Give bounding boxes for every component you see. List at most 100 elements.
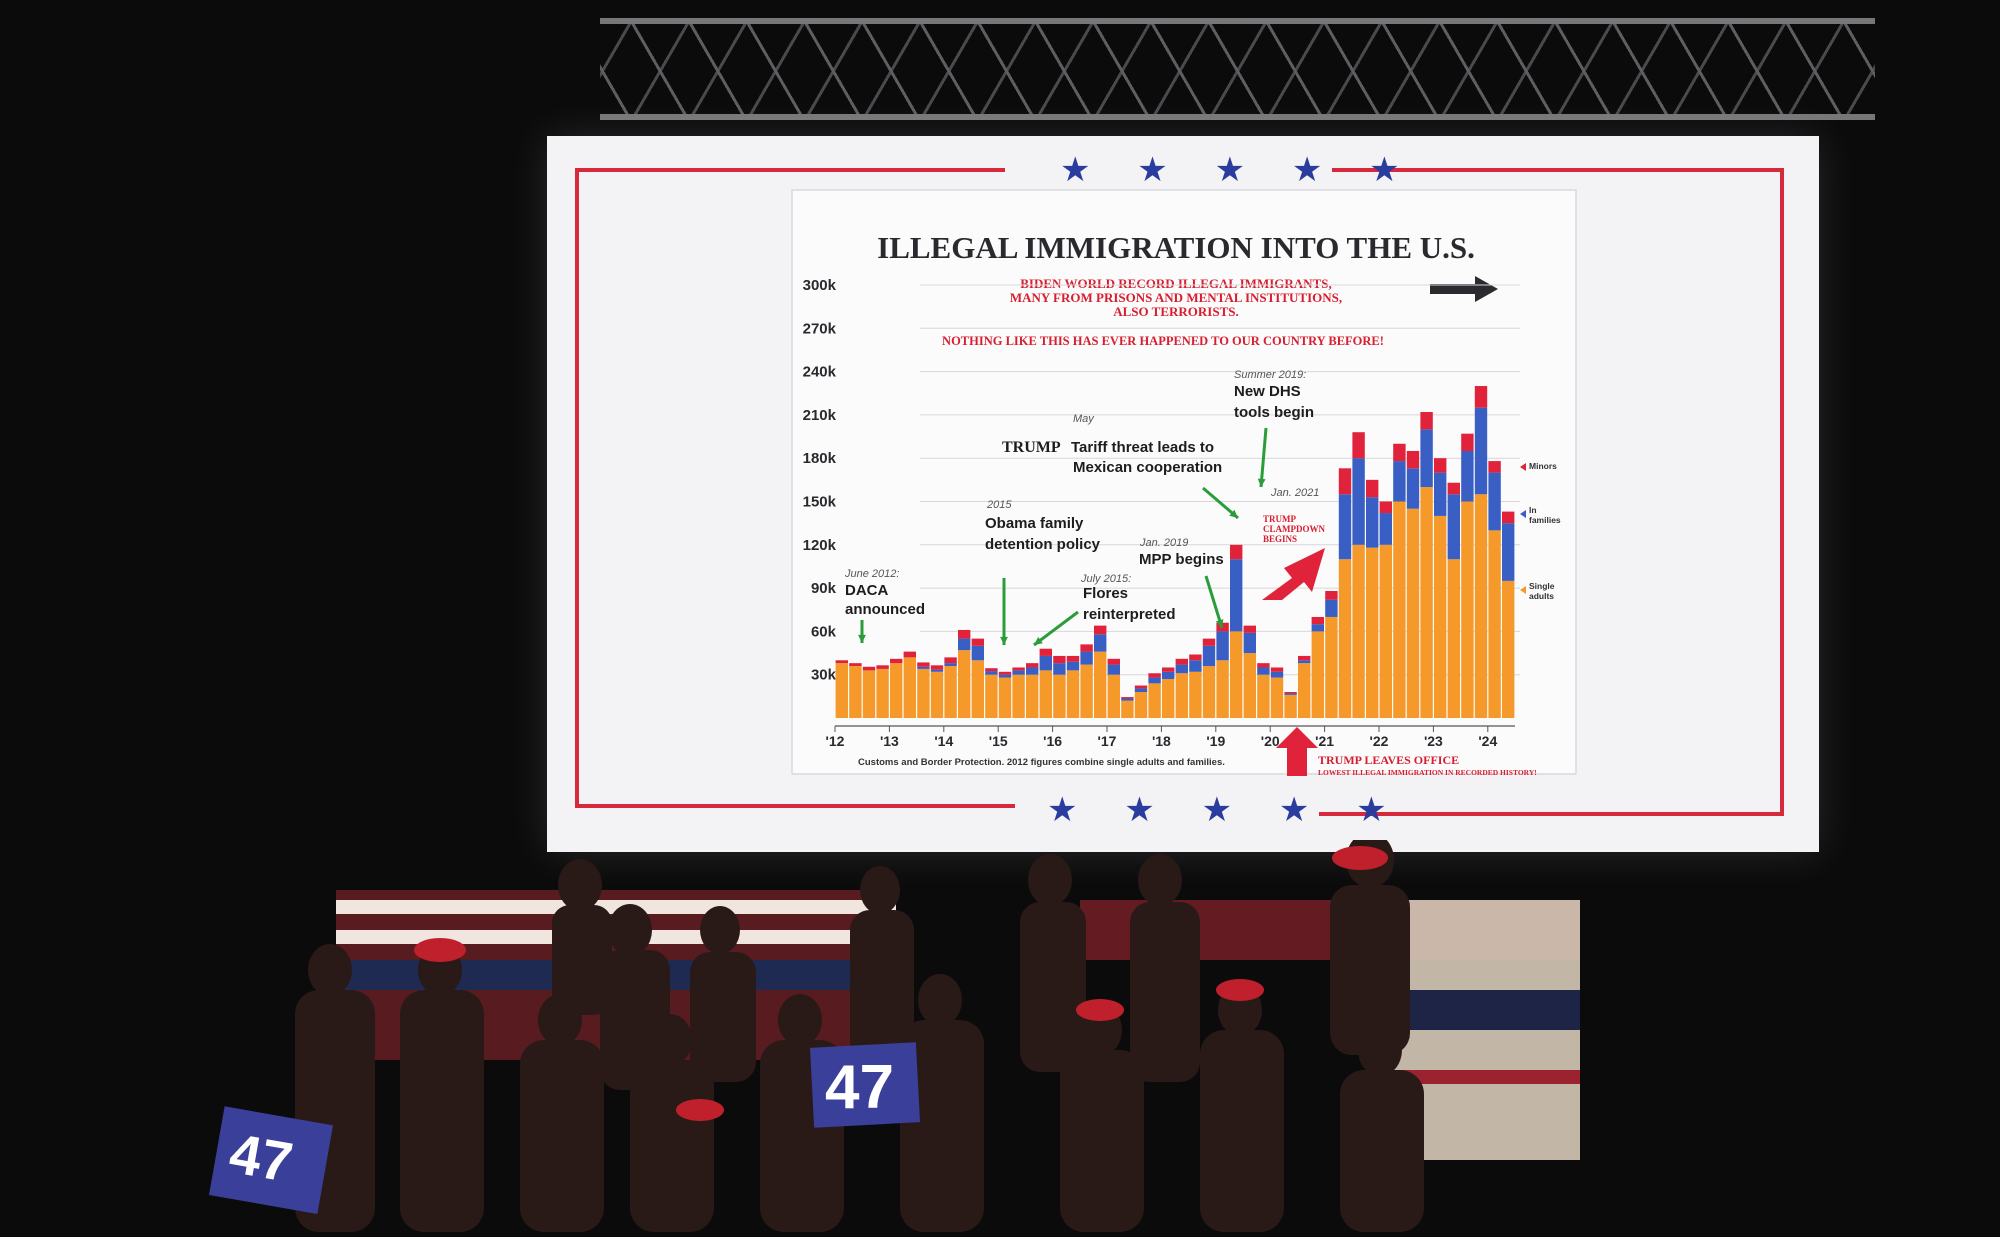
bar-segment (971, 645, 984, 661)
bar-segment (1325, 599, 1338, 617)
bar-segment (1066, 670, 1080, 718)
annotation-label: Tariff threat leads to (1071, 439, 1214, 456)
x-tick-label: '12 (826, 733, 845, 749)
arrow-head-icon (858, 634, 866, 643)
bar-segment (1012, 674, 1025, 718)
bar-segment (958, 638, 971, 651)
annotation-label: New DHS (1234, 383, 1301, 400)
bar-segment (1352, 544, 1365, 718)
bar-series (835, 386, 1515, 727)
annotation-date: Summer 2019: (1234, 369, 1306, 381)
bar-segment (944, 666, 957, 718)
bar-segment (1393, 443, 1406, 462)
bar-segment (1026, 674, 1039, 718)
legend-marker-icon (1520, 586, 1526, 594)
crowd-silhouettes (209, 832, 1580, 1232)
bar-segment (862, 666, 876, 671)
arrow-head-icon (1257, 478, 1266, 487)
bar-segment (1270, 671, 1284, 678)
chart-title: ILLEGAL IMMIGRATION INTO THE U.S. (877, 230, 1475, 265)
bar-segment (1325, 590, 1338, 600)
bar-segment (1162, 667, 1175, 672)
bar-segment (985, 671, 998, 675)
bar-segment (1502, 511, 1515, 524)
bar-segment (1447, 482, 1460, 495)
bar-segment (1488, 472, 1501, 531)
bar-segment (1270, 677, 1284, 718)
bar-segment (1080, 644, 1093, 652)
bar-segment (1039, 655, 1052, 671)
bar-segment (1121, 700, 1134, 718)
bar-segment (1162, 679, 1175, 718)
bar-segment (876, 665, 889, 669)
arrow-shaft (1033, 610, 1079, 647)
bar-segment (1243, 653, 1256, 718)
bar-segment (1366, 479, 1379, 498)
bar-segment (1026, 667, 1039, 675)
x-tick-label: '16 (1043, 733, 1062, 749)
y-tick-label: 180k (803, 450, 837, 467)
bar-segment (1366, 547, 1379, 718)
sign-47: 47 (825, 1053, 894, 1122)
legend-label: In (1529, 505, 1537, 515)
bottom-stars-icon: ★ ★ ★ ★ ★ (1047, 790, 1405, 830)
x-tick-label: '17 (1098, 733, 1117, 749)
bar-segment (1338, 468, 1352, 495)
bar-segment (1189, 660, 1202, 672)
bar-segment (1066, 655, 1080, 662)
bar-segment (1162, 671, 1175, 680)
y-tick-label: 240k (803, 364, 837, 381)
bar-segment (917, 662, 930, 667)
bar-segment (903, 651, 916, 658)
bar-segment (1216, 631, 1229, 661)
annotation-label: Mexican cooperation (1073, 459, 1222, 476)
bar-segment (1243, 625, 1256, 633)
annotation-label: announced (845, 601, 925, 618)
y-tick-label: 270k (803, 320, 837, 337)
bar-segment (917, 666, 930, 669)
bar-segment (1026, 663, 1039, 668)
bar-segment (1447, 494, 1460, 560)
annotation-label: reinterpreted (1083, 606, 1176, 623)
bar-segment (1216, 660, 1229, 718)
legend-label: Minors (1529, 461, 1557, 471)
stage-truss (600, 18, 1875, 120)
bar-segment (1393, 501, 1406, 718)
bar-segment (835, 663, 848, 718)
bar-segment (1406, 450, 1420, 469)
annotation-label-red: BEGINS (1263, 534, 1297, 544)
bar-segment (917, 668, 930, 718)
annotation-label-red: TRUMP (1263, 514, 1296, 524)
annotation-label: Flores (1083, 585, 1128, 602)
x-tick-label: '23 (1424, 733, 1443, 749)
frame-top-right (1332, 168, 1784, 172)
y-tick-label: 60k (811, 623, 837, 640)
bar-segment (1148, 673, 1161, 678)
annotation-date: Jan. 2021 (1270, 487, 1319, 499)
bar-segment (944, 663, 957, 667)
annotation-label: detention policy (985, 536, 1101, 553)
bar-segment (1284, 693, 1297, 695)
bar-segment (1134, 688, 1148, 693)
bar-segment (1406, 468, 1420, 509)
frame-bottom-left (575, 804, 1015, 808)
y-tick-label: 210k (803, 407, 837, 424)
bar-segment (1257, 663, 1270, 668)
bar-segment (1230, 544, 1243, 560)
bar-segment (1121, 697, 1134, 699)
bar-segment (1257, 674, 1270, 718)
bar-segment (998, 671, 1012, 675)
legend-label: families (1529, 515, 1561, 525)
bar-segment (1243, 632, 1256, 654)
bar-segment (1325, 616, 1338, 718)
annotation-date: July 2015: (1080, 573, 1131, 585)
bar-segment (1420, 412, 1433, 430)
bar-segment (1134, 685, 1148, 689)
bar-segment (1393, 461, 1406, 502)
bar-segment (1379, 513, 1392, 545)
y-tick-label: 120k (803, 537, 837, 554)
bar-segment (1366, 497, 1379, 548)
bar-segment (1080, 664, 1093, 718)
